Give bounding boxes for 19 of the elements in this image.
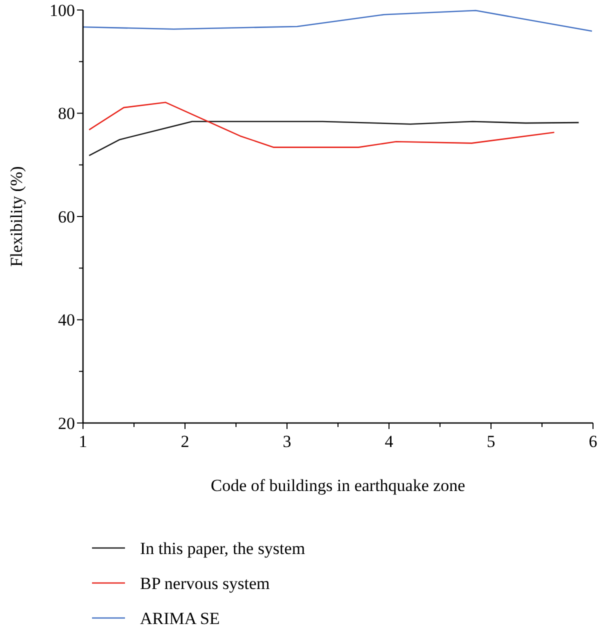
x-tick-label: 6 (588, 432, 598, 451)
x-tick-label: 3 (282, 432, 292, 451)
y-tick-label: 60 (58, 207, 75, 226)
y-tick-label: 20 (58, 414, 75, 433)
x-tick-label: 2 (180, 432, 190, 451)
line-series (88, 120, 580, 156)
x-tick-label: 1 (78, 432, 88, 451)
x-tick-label: 5 (486, 432, 496, 451)
y-tick-label: 100 (50, 0, 75, 20)
legend-label: BP nervous system (140, 574, 270, 593)
line-series (88, 102, 555, 148)
y-tick-label: 40 (58, 310, 75, 330)
y-tick-label: 80 (58, 104, 75, 124)
legend-label: In this paper, the system (140, 538, 306, 558)
y-axis-title: Flexibility (%) (7, 166, 26, 267)
line-series (82, 10, 593, 32)
legend-label: ARIMA SE (140, 608, 220, 627)
x-axis-title: Code of buildings in earthquake zone (210, 476, 466, 495)
x-tick-label: 4 (384, 432, 394, 451)
